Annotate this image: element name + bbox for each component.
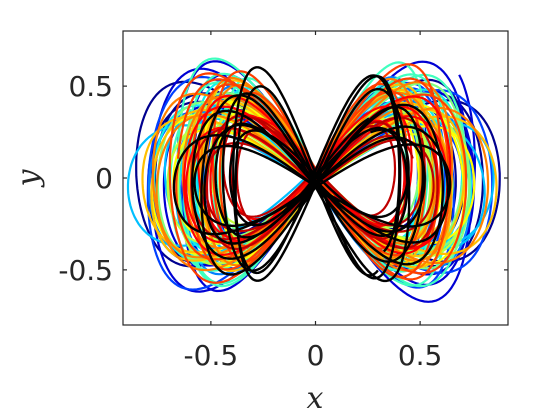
x-tick-label: 0.5 bbox=[398, 339, 443, 372]
x-axis-title: x bbox=[307, 381, 324, 416]
trajectory-group bbox=[126, 57, 501, 303]
y-axis-ticks: -0.5 0 0.5 bbox=[58, 70, 508, 287]
x-axis-ticks: -0.5 0 0.5 bbox=[184, 31, 443, 372]
trajectory-line-17 bbox=[191, 66, 444, 283]
trajectory-line-16 bbox=[172, 117, 452, 245]
y-axis-title: y bbox=[11, 168, 46, 188]
y-tick-label: -0.5 bbox=[58, 254, 113, 287]
y-tick-label: 0 bbox=[95, 162, 113, 195]
y-tick-label: 0.5 bbox=[68, 70, 113, 103]
x-tick-label: 0 bbox=[307, 339, 325, 372]
x-tick-label: -0.5 bbox=[184, 339, 239, 372]
